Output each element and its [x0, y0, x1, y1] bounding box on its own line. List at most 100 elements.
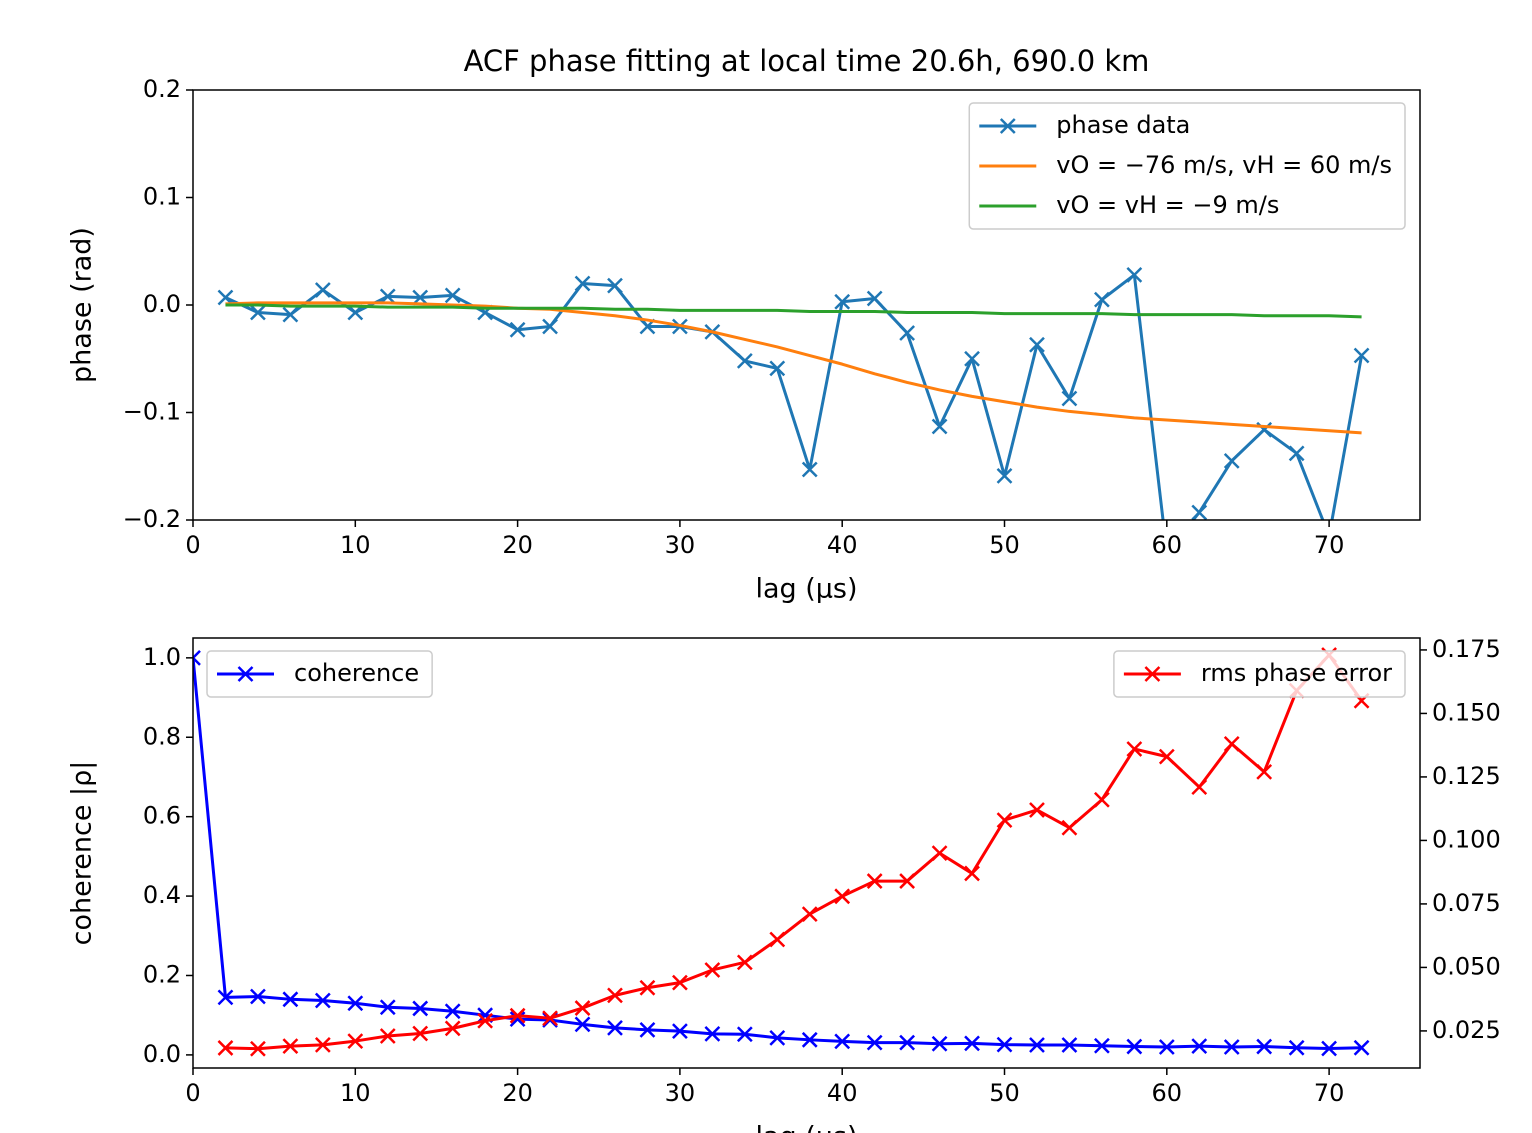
data-marker	[347, 304, 364, 321]
data-marker	[964, 865, 980, 882]
y2-tick-label: 0.175	[1432, 635, 1501, 663]
legend: coherence	[206, 650, 433, 698]
data-marker	[217, 289, 234, 306]
legend-marker	[999, 118, 1016, 134]
data-marker	[1126, 741, 1143, 757]
x-tick-label: 20	[502, 1079, 533, 1107]
x-tick-label: 30	[665, 531, 696, 559]
y2-tick-label: 0.125	[1432, 762, 1501, 790]
legend-box	[206, 650, 433, 698]
data-marker	[282, 991, 299, 1008]
legend: rms phase error	[1113, 650, 1406, 698]
data-marker	[1158, 1039, 1175, 1055]
data-marker	[866, 873, 883, 889]
data-marker	[542, 1010, 558, 1027]
x-tick-label: 10	[340, 531, 371, 559]
data-marker	[509, 321, 526, 338]
data-marker	[607, 1020, 623, 1036]
data-marker	[314, 992, 331, 1009]
legend-marker	[237, 666, 254, 682]
y-tick-label: 0.4	[143, 881, 181, 909]
data-marker	[672, 1023, 688, 1039]
y-axis-label: phase (rad)	[67, 227, 98, 383]
x-tick-label: 0	[185, 1079, 200, 1107]
data-marker	[834, 293, 851, 310]
data-marker	[1061, 819, 1078, 836]
x-tick-label: 50	[989, 1079, 1020, 1107]
data-marker	[607, 277, 623, 294]
legend-entry: coherence	[217, 659, 419, 687]
x-tick-label: 40	[827, 1079, 858, 1107]
data-marker	[801, 906, 818, 922]
legend-label: rms phase error	[1201, 659, 1392, 687]
data-marker	[1029, 802, 1045, 818]
x-tick-label: 50	[989, 531, 1020, 559]
y-tick-label: 0.6	[143, 802, 181, 830]
legend-marker	[1144, 666, 1161, 682]
series-line	[225, 301, 1362, 435]
data-marker	[834, 1033, 851, 1050]
data-marker	[193, 649, 201, 666]
data-marker	[250, 1040, 266, 1057]
data-marker	[1061, 1037, 1078, 1053]
data-marker	[509, 1011, 526, 1028]
legend-entry: rms phase error	[1123, 659, 1392, 687]
data-marker	[931, 1035, 948, 1052]
y-tick-label: 0.1	[143, 183, 181, 211]
data-marker	[1126, 267, 1143, 283]
data-marker	[639, 1021, 656, 1038]
data-marker	[379, 288, 396, 305]
x-tick-label: 60	[1152, 531, 1183, 559]
data-marker	[1061, 390, 1078, 407]
y-tick-label: 0.2	[143, 75, 181, 103]
legend-label: vO = −76 m/s, vH = 60 m/s	[1056, 151, 1392, 179]
data-marker	[412, 1000, 429, 1017]
data-marker	[1288, 445, 1305, 462]
y-tick-label: −0.2	[123, 505, 181, 533]
x-tick-label: 30	[665, 1079, 696, 1107]
data-marker	[964, 1035, 980, 1052]
data-marker	[509, 1007, 526, 1024]
data-marker	[314, 1037, 331, 1053]
data-marker	[574, 1016, 591, 1033]
legend-box	[1113, 650, 1406, 698]
x-tick-label: 0	[185, 531, 200, 559]
chart-title: ACF phase fitting at local time 20.6h, 6…	[464, 44, 1150, 78]
data-marker	[1029, 336, 1045, 353]
legend-entry: vO = vH = −9 m/s	[979, 191, 1279, 219]
y2-tick-label: 0.100	[1432, 825, 1501, 853]
series-line	[225, 303, 1362, 319]
data-marker	[736, 1026, 753, 1043]
axes-frame	[192, 89, 1421, 521]
data-marker	[347, 995, 364, 1012]
data-marker	[736, 954, 753, 971]
data-marker	[899, 325, 916, 341]
y-axis-label: coherence |ρ|	[67, 761, 98, 946]
legend-box	[968, 102, 1406, 230]
data-marker	[1256, 763, 1273, 780]
data-marker	[1353, 347, 1370, 364]
data-marker	[834, 888, 851, 905]
data-marker	[1094, 791, 1110, 808]
data-marker	[1288, 1039, 1305, 1056]
data-marker	[1223, 736, 1240, 752]
y-tick-label: 0.8	[143, 722, 181, 750]
plot-area	[193, 647, 1370, 1057]
data-marker	[1191, 779, 1208, 795]
data-marker	[769, 1029, 786, 1046]
y2-tick-label: 0.075	[1432, 889, 1501, 917]
y2-tick-label: 0.025	[1432, 1016, 1501, 1044]
data-marker	[314, 282, 331, 298]
y-tick-label: 0.2	[143, 960, 181, 988]
data-marker	[282, 306, 299, 323]
data-marker	[996, 812, 1013, 828]
data-marker	[250, 304, 266, 321]
data-marker	[574, 275, 591, 292]
y2-tick-label: 0.050	[1432, 952, 1501, 980]
data-marker	[996, 468, 1013, 484]
data-marker	[801, 1031, 818, 1048]
data-marker	[282, 1038, 299, 1055]
data-marker	[769, 360, 786, 377]
data-marker	[1191, 504, 1208, 520]
